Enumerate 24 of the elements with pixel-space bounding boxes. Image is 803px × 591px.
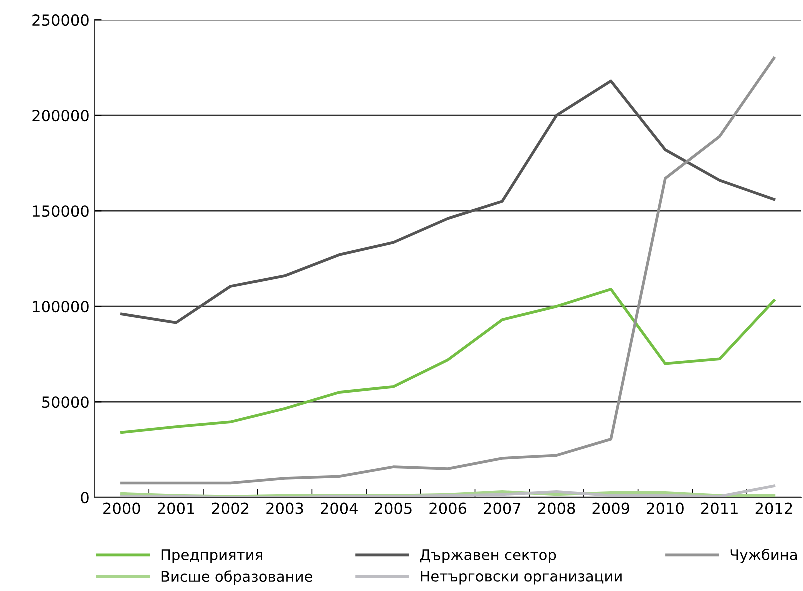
x-tick-label: 2012 bbox=[756, 502, 792, 514]
x-tick-label: 2004 bbox=[321, 502, 358, 514]
legend-label: Висше образование bbox=[162, 570, 312, 585]
y-tick-label: 100000 bbox=[33, 301, 89, 313]
x-tick-label: 2001 bbox=[158, 502, 194, 514]
legend-label: Чужбина bbox=[730, 548, 798, 564]
x-tick-label: 2003 bbox=[266, 502, 304, 514]
y-tick-label: 200000 bbox=[32, 110, 89, 122]
x-tick-label: 2009 bbox=[592, 502, 630, 514]
y-tick-label: 250000 bbox=[32, 14, 89, 26]
y-tick-label: 50000 bbox=[42, 396, 89, 408]
x-tick-label: 2000 bbox=[104, 502, 140, 514]
x-tick-label: 2006 bbox=[430, 502, 467, 514]
x-tick-label: 2005 bbox=[375, 502, 412, 514]
x-tick-label: 2011 bbox=[702, 502, 738, 514]
y-tick-label: 0 bbox=[81, 492, 89, 504]
legend-label: Държавен сектор bbox=[420, 550, 556, 564]
y-tick-label: 150000 bbox=[33, 206, 89, 218]
legend-label: Нетърговски организации bbox=[421, 571, 622, 585]
x-tick-label: 2008 bbox=[538, 502, 576, 514]
x-tick-label: 2007 bbox=[484, 502, 521, 514]
legend-label: Предприятия bbox=[162, 550, 262, 564]
x-tick-label: 2010 bbox=[647, 502, 684, 514]
x-tick-label: 2002 bbox=[212, 502, 249, 514]
